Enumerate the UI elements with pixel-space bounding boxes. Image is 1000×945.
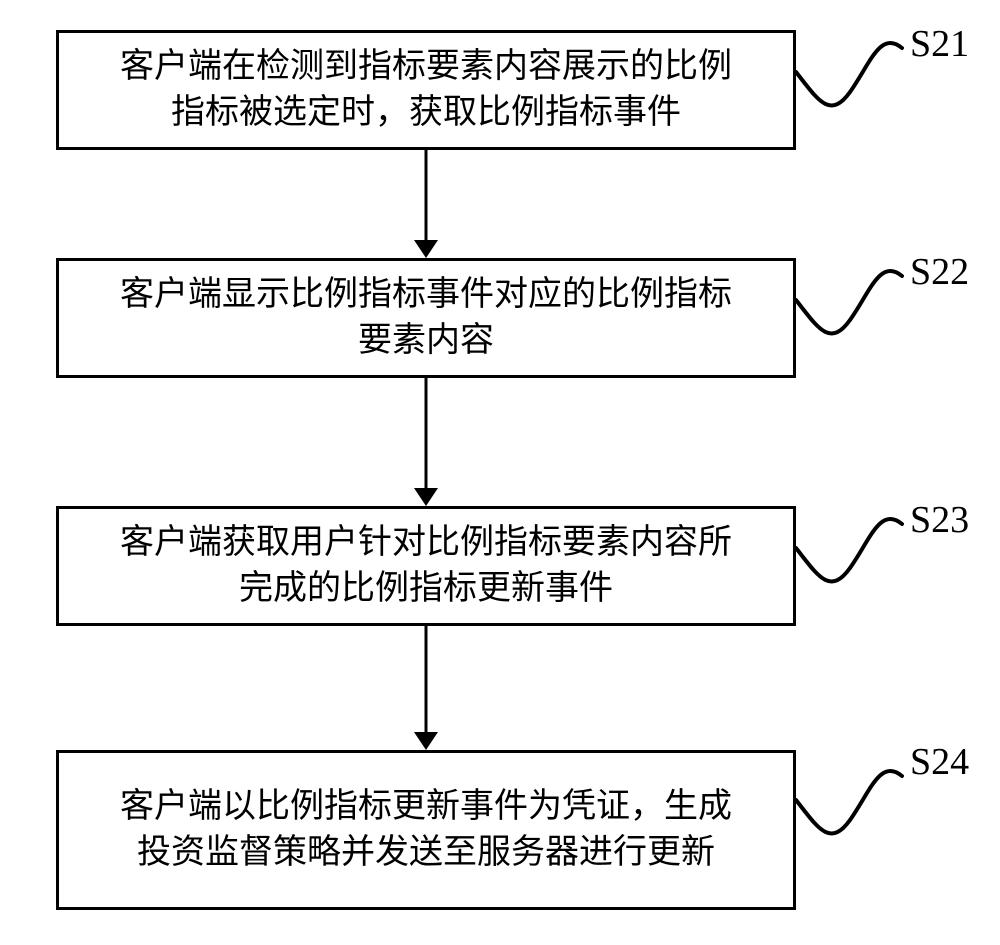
squiggle-s21 xyxy=(796,43,902,106)
flow-node-s21: 客户端在检测到指标要素内容展示的比例 指标被选定时，获取比例指标事件 xyxy=(56,30,796,150)
step-label-s24: S24 xyxy=(910,740,969,784)
flow-node-s23-text: 客户端获取用户针对比例指标要素内容所 完成的比例指标更新事件 xyxy=(120,520,732,612)
step-label-s23: S23 xyxy=(910,498,969,542)
flow-node-s21-text: 客户端在检测到指标要素内容展示的比例 指标被选定时，获取比例指标事件 xyxy=(120,44,732,136)
squiggle-s24 xyxy=(796,771,902,834)
flow-node-s22-text: 客户端显示比例指标事件对应的比例指标 要素内容 xyxy=(120,272,732,364)
flow-node-s23: 客户端获取用户针对比例指标要素内容所 完成的比例指标更新事件 xyxy=(56,506,796,626)
edge-s23-s24 xyxy=(414,626,438,750)
squiggle-s22 xyxy=(796,271,902,334)
step-label-s21: S21 xyxy=(910,22,969,66)
step-label-s22: S22 xyxy=(910,250,969,294)
edge-s22-s23 xyxy=(414,378,438,506)
flowchart-canvas: 客户端在检测到指标要素内容展示的比例 指标被选定时，获取比例指标事件 S21 客… xyxy=(0,0,1000,945)
edge-s21-s22 xyxy=(414,150,438,258)
flow-node-s22: 客户端显示比例指标事件对应的比例指标 要素内容 xyxy=(56,258,796,378)
flow-node-s24-text: 客户端以比例指标更新事件为凭证，生成 投资监督策略并发送至服务器进行更新 xyxy=(120,784,732,876)
squiggle-s23 xyxy=(796,519,902,582)
flow-node-s24: 客户端以比例指标更新事件为凭证，生成 投资监督策略并发送至服务器进行更新 xyxy=(56,750,796,910)
